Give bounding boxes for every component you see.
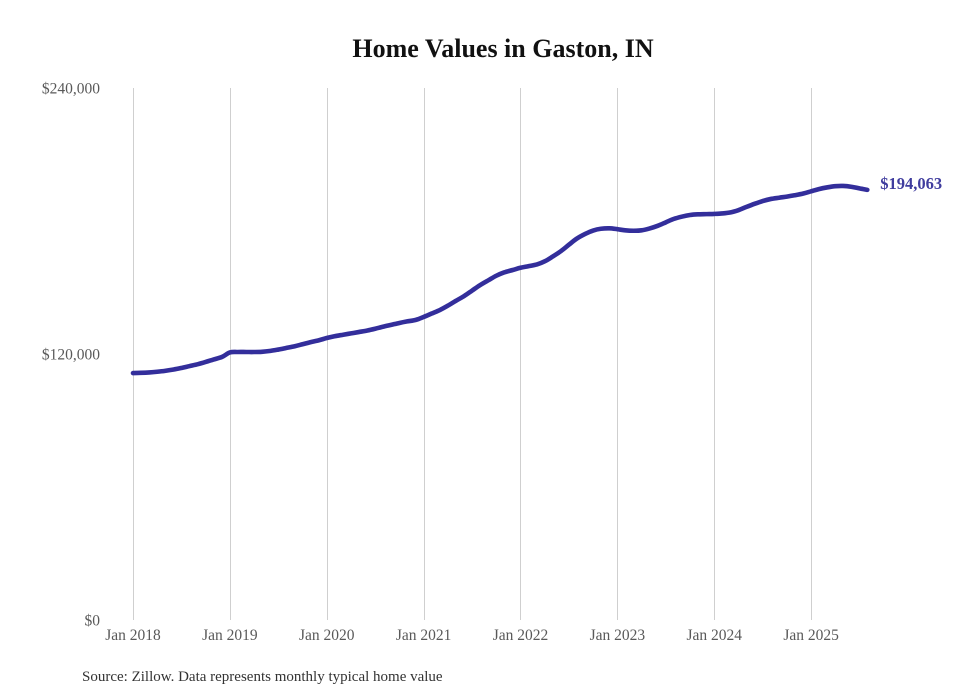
x-axis-tick-label: Jan 2020 (299, 627, 355, 644)
y-axis-tick-label: $240,000 (42, 81, 100, 98)
x-axis-tick-label: Jan 2021 (396, 627, 452, 644)
home-value-line-series (130, 183, 870, 376)
gridlines (133, 88, 812, 620)
x-axis-tick-label: Jan 2022 (493, 627, 549, 644)
x-axis-tick-label: Jan 2018 (105, 627, 161, 644)
y-axis-labels: $0 $120,000 $240,000 (42, 81, 100, 630)
x-axis-tick-label: Jan 2024 (686, 627, 742, 644)
chart-title: Home Values in Gaston, IN (352, 34, 653, 63)
x-axis-tick-label: Jan 2025 (783, 627, 839, 644)
y-axis-tick-label: $120,000 (42, 347, 100, 364)
x-axis-tick-label: Jan 2023 (590, 627, 646, 644)
end-value-label: $194,063 (880, 174, 942, 193)
x-axis-tick-label: Jan 2019 (202, 627, 258, 644)
source-note: Source: Zillow. Data represents monthly … (82, 669, 443, 685)
x-axis-labels: Jan 2018 Jan 2019 Jan 2020 Jan 2021 Jan 2022… (105, 627, 839, 644)
y-axis-tick-label: $0 (85, 613, 101, 630)
